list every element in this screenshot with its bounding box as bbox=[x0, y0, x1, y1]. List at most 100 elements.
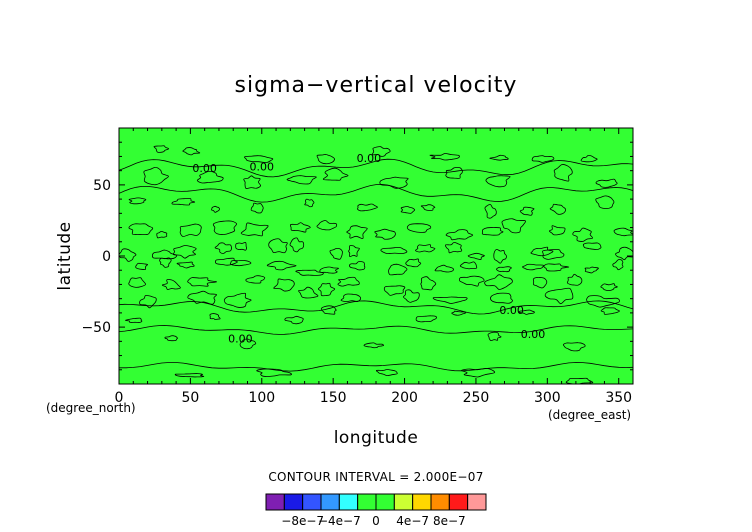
contour-line bbox=[582, 242, 602, 250]
contour-line bbox=[532, 277, 548, 289]
contour-label: 0.00 bbox=[521, 328, 546, 341]
y-tick-label: −50 bbox=[81, 320, 111, 336]
x-tick-label: 150 bbox=[320, 390, 347, 406]
colorbar-label: 8e−7 bbox=[433, 514, 466, 528]
colorbar-cell bbox=[430, 493, 450, 511]
contour-line bbox=[371, 146, 391, 157]
contour-line bbox=[119, 158, 633, 178]
x-tick-label: 100 bbox=[248, 390, 275, 406]
contour-line bbox=[357, 203, 378, 212]
contour-line bbox=[256, 368, 292, 377]
contour-line bbox=[445, 167, 463, 179]
contour-line bbox=[223, 292, 252, 308]
contour-line bbox=[429, 153, 460, 161]
contour-line bbox=[487, 331, 502, 342]
x-tick-label: 0 bbox=[115, 390, 124, 406]
contour-line bbox=[119, 183, 633, 203]
colorbar-cell bbox=[265, 493, 285, 511]
contour-line bbox=[501, 218, 526, 234]
colorbar-cell bbox=[448, 493, 469, 511]
contour-line bbox=[196, 170, 224, 184]
contour-line bbox=[346, 225, 368, 240]
contour-line bbox=[496, 266, 512, 273]
contour-line bbox=[402, 289, 420, 303]
contour-line bbox=[316, 220, 338, 231]
contour-line bbox=[406, 223, 432, 233]
contour-line bbox=[542, 249, 565, 260]
colorbar-cell bbox=[375, 493, 395, 511]
contour-line bbox=[179, 223, 202, 237]
contour-line bbox=[304, 198, 315, 208]
contour-line bbox=[388, 263, 408, 276]
x-tick-label: 350 bbox=[605, 390, 632, 406]
colorbar-cell bbox=[393, 493, 414, 511]
contour-line bbox=[420, 276, 437, 291]
contour-line bbox=[549, 225, 566, 236]
contour-label: 0.00 bbox=[357, 152, 382, 165]
colorbar: −8e−7−4e−7 0 4e−7 8e−7 bbox=[265, 493, 487, 528]
contour-line bbox=[484, 274, 513, 290]
contour-line bbox=[580, 154, 598, 163]
contour-line bbox=[268, 238, 288, 254]
contour-line bbox=[295, 269, 324, 276]
contour-line bbox=[239, 338, 257, 350]
contour-line bbox=[337, 276, 360, 287]
contour-label: 0.00 bbox=[192, 162, 217, 175]
contour-line bbox=[595, 195, 615, 210]
y-tick-label: 50 bbox=[93, 178, 111, 194]
contour-line bbox=[595, 178, 618, 188]
contour-line bbox=[461, 367, 496, 378]
contour-line bbox=[156, 230, 168, 239]
contour-label-group: 0.00 0.00 0.00 0.00 0.00 0.00 bbox=[192, 152, 545, 346]
x-tick-label: 300 bbox=[534, 390, 561, 406]
y-axis-title: latitude bbox=[55, 221, 75, 290]
contour-line bbox=[319, 266, 339, 274]
colorbar-cell bbox=[302, 493, 322, 511]
contour-label: 0.00 bbox=[250, 160, 275, 173]
field-fill bbox=[119, 128, 633, 384]
contour-line bbox=[119, 325, 633, 335]
contour-line bbox=[244, 155, 274, 163]
contour-line bbox=[289, 222, 311, 233]
contour-line bbox=[444, 241, 463, 254]
contour-line bbox=[420, 204, 436, 211]
contour-line bbox=[182, 147, 201, 156]
x-axis-title: longitude bbox=[334, 428, 419, 448]
contour-line bbox=[489, 292, 513, 304]
colorbar-label: −4e−7 bbox=[318, 514, 361, 528]
contour-line bbox=[349, 261, 366, 271]
contour-line bbox=[383, 285, 406, 296]
contour-line bbox=[151, 249, 178, 260]
contour-line bbox=[459, 261, 478, 270]
contour-line bbox=[119, 362, 633, 372]
contour-line bbox=[530, 246, 554, 257]
contour-line bbox=[586, 295, 620, 308]
contour-line bbox=[600, 283, 618, 292]
contour-line bbox=[316, 153, 335, 165]
contour-line bbox=[484, 204, 497, 219]
contour-line bbox=[135, 262, 148, 271]
contour-line bbox=[415, 244, 436, 253]
chart-title: sigma−vertical velocity bbox=[235, 73, 518, 98]
contour-line bbox=[374, 228, 396, 240]
contour-line bbox=[467, 252, 485, 260]
colorbar-label: 4e−7 bbox=[396, 514, 429, 528]
contour-line bbox=[187, 277, 218, 287]
contour-line bbox=[128, 277, 147, 288]
contour-line bbox=[229, 259, 252, 267]
contour-line bbox=[567, 273, 583, 286]
contour-line bbox=[171, 198, 196, 206]
contour-line bbox=[451, 310, 466, 316]
contour-line bbox=[317, 282, 336, 297]
x-tick-label: 250 bbox=[463, 390, 490, 406]
contour-line bbox=[375, 369, 398, 377]
contour-line bbox=[286, 175, 317, 185]
contour-line bbox=[119, 300, 633, 315]
contour-line bbox=[612, 259, 624, 271]
x-tick-label: 200 bbox=[391, 390, 418, 406]
x-axis: 0 50 100 150 200 250 300 350 bbox=[115, 128, 632, 406]
contour-line bbox=[613, 227, 633, 237]
contour-line bbox=[159, 257, 172, 268]
contour-line bbox=[329, 247, 343, 260]
contour-line bbox=[124, 317, 143, 323]
